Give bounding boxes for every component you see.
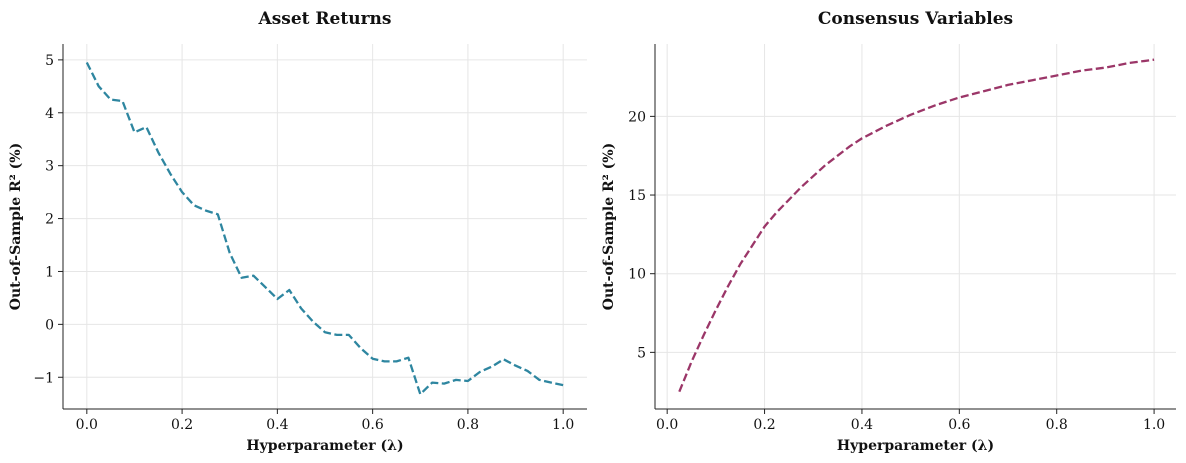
y-axis-label: Out-of-Sample R² (%) bbox=[8, 143, 24, 310]
y-tick-label: 1 bbox=[45, 264, 54, 280]
x-tick-label: 0.8 bbox=[457, 417, 479, 433]
x-tick-label: 1.0 bbox=[552, 417, 574, 433]
x-tick-label: 0.6 bbox=[948, 417, 970, 433]
series-line bbox=[678, 58, 1155, 393]
series-line bbox=[85, 61, 564, 396]
x-tick-label: 0.8 bbox=[1046, 417, 1068, 433]
y-tick-label: 3 bbox=[45, 159, 54, 175]
x-tick-label: 0.4 bbox=[851, 417, 873, 433]
x-tick-label: 0.6 bbox=[362, 417, 384, 433]
chart-title: Consensus Variables bbox=[818, 9, 1013, 29]
x-tick-label: 1.0 bbox=[1143, 417, 1165, 433]
y-tick-label: 0 bbox=[45, 317, 54, 333]
y-tick-label: −1 bbox=[33, 370, 54, 386]
y-tick-label: 5 bbox=[637, 345, 646, 361]
x-axis-label: Hyperparameter (λ) bbox=[246, 438, 403, 454]
x-tick-label: 0.0 bbox=[656, 417, 678, 433]
x-tick-label: 0.0 bbox=[76, 417, 98, 433]
y-tick-label: 4 bbox=[45, 106, 54, 122]
x-tick-label: 0.4 bbox=[266, 417, 288, 433]
y-tick-label: 15 bbox=[628, 188, 646, 204]
y-tick-label: 10 bbox=[628, 267, 646, 283]
y-tick-label: 5 bbox=[45, 53, 54, 69]
x-axis-label: Hyperparameter (λ) bbox=[837, 438, 994, 454]
chart-consensus-variables: 0.0 0.2 0.4 0.6 0.8 1.0 5 10 15 20 Consensus Varia… bbox=[601, 9, 1176, 454]
y-tick-label: 2 bbox=[45, 212, 54, 228]
y-tick-label: 20 bbox=[628, 109, 646, 125]
chart-asset-returns: 0.0 0.2 0.4 0.6 0.8 1.0 −1 0 1 2 3 4 5 Asset Returns H… bbox=[8, 9, 587, 454]
x-tick-label: 0.2 bbox=[171, 417, 193, 433]
y-axis-label: Out-of-Sample R² (%) bbox=[601, 143, 617, 310]
chart-title: Asset Returns bbox=[258, 9, 392, 29]
x-tick-label: 0.2 bbox=[753, 417, 775, 433]
